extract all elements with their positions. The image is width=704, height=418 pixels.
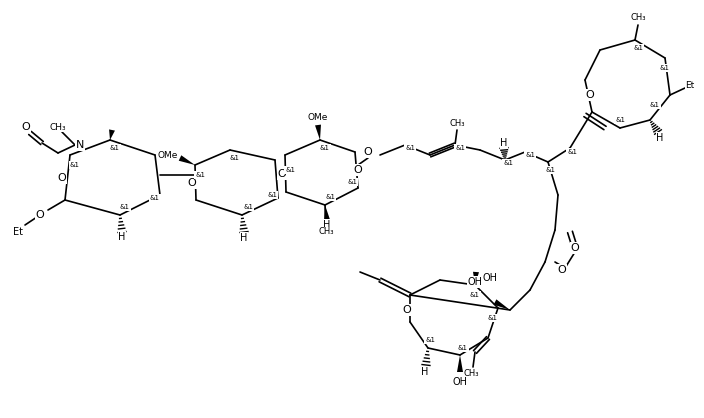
Text: &1: &1 — [567, 149, 577, 155]
Text: &1: &1 — [243, 204, 253, 210]
Text: Et: Et — [13, 227, 23, 237]
Text: CH₃: CH₃ — [463, 370, 479, 379]
Text: O: O — [58, 173, 66, 183]
Text: H: H — [240, 233, 248, 243]
Text: &1: &1 — [488, 315, 498, 321]
Text: &1: &1 — [195, 172, 205, 178]
Text: H: H — [118, 232, 126, 242]
Text: &1: &1 — [458, 345, 468, 351]
Text: CH₃: CH₃ — [449, 120, 465, 128]
Text: O: O — [558, 265, 567, 275]
Text: CH₃: CH₃ — [630, 13, 646, 23]
Text: &1: &1 — [110, 145, 120, 151]
Text: &1: &1 — [347, 179, 357, 185]
Text: O: O — [403, 305, 411, 315]
Text: &1: &1 — [455, 145, 465, 151]
Polygon shape — [315, 125, 321, 140]
Text: H: H — [421, 367, 429, 377]
Text: O: O — [586, 90, 594, 100]
Text: &1: &1 — [503, 160, 513, 166]
Text: N: N — [76, 140, 84, 150]
Text: OH: OH — [453, 377, 467, 387]
Polygon shape — [324, 205, 330, 220]
Text: CH₃: CH₃ — [318, 227, 334, 237]
Text: OMe: OMe — [158, 150, 178, 160]
Text: O: O — [571, 243, 579, 253]
Text: Et: Et — [686, 81, 695, 89]
Polygon shape — [494, 299, 510, 310]
Text: &1: &1 — [325, 194, 335, 200]
Text: &1: &1 — [70, 162, 80, 168]
Polygon shape — [179, 155, 195, 165]
Text: &1: &1 — [405, 145, 415, 151]
Text: O: O — [188, 178, 196, 188]
Text: H: H — [323, 220, 331, 230]
Text: OMe: OMe — [308, 112, 328, 122]
Polygon shape — [457, 355, 463, 372]
Polygon shape — [473, 272, 479, 285]
Text: OH: OH — [467, 277, 482, 287]
Text: &1: &1 — [615, 117, 625, 123]
Text: &1: &1 — [660, 65, 670, 71]
Text: H: H — [656, 133, 664, 143]
Text: O: O — [36, 210, 44, 220]
Text: &1: &1 — [650, 102, 660, 108]
Text: O: O — [277, 169, 287, 179]
Text: O: O — [22, 122, 30, 132]
Text: &1: &1 — [425, 337, 435, 343]
Text: &1: &1 — [150, 195, 160, 201]
Text: CH₃: CH₃ — [50, 122, 66, 132]
Text: H: H — [501, 138, 508, 148]
Text: &1: &1 — [320, 145, 330, 151]
Text: O: O — [353, 165, 363, 175]
Text: &1: &1 — [120, 204, 130, 210]
Text: O: O — [364, 147, 372, 157]
Text: &1: &1 — [267, 192, 277, 198]
Text: &1: &1 — [285, 167, 295, 173]
Text: &1: &1 — [525, 152, 535, 158]
Text: &1: &1 — [230, 155, 240, 161]
Polygon shape — [109, 130, 115, 140]
Text: &1: &1 — [633, 45, 643, 51]
Text: &1: &1 — [470, 292, 480, 298]
Text: &1: &1 — [545, 167, 555, 173]
Text: OH: OH — [482, 273, 498, 283]
